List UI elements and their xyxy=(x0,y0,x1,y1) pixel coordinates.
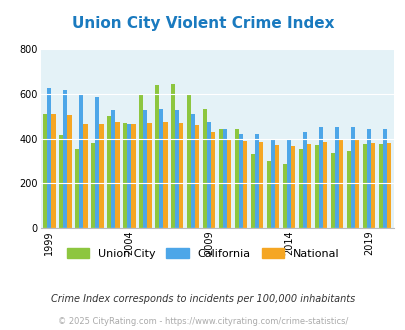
Bar xyxy=(127,124,131,228)
Bar xyxy=(298,148,302,228)
Bar xyxy=(362,144,366,228)
Bar xyxy=(63,89,67,228)
Bar xyxy=(67,115,71,228)
Bar xyxy=(83,124,87,228)
Bar xyxy=(202,109,207,228)
Bar xyxy=(163,122,167,228)
Bar xyxy=(354,140,358,228)
Bar xyxy=(234,129,239,228)
Bar xyxy=(302,132,307,228)
Bar xyxy=(370,143,374,228)
Bar xyxy=(307,144,311,228)
Text: Crime Index corresponds to incidents per 100,000 inhabitants: Crime Index corresponds to incidents per… xyxy=(51,294,354,304)
Text: Union City Violent Crime Index: Union City Violent Crime Index xyxy=(72,16,333,31)
Bar xyxy=(314,145,318,228)
Bar xyxy=(187,94,191,228)
Bar xyxy=(254,134,259,228)
Bar xyxy=(290,147,295,228)
Legend: Union City, California, National: Union City, California, National xyxy=(62,244,343,263)
Bar xyxy=(147,123,151,228)
Bar xyxy=(211,132,215,228)
Bar xyxy=(47,88,51,228)
Bar xyxy=(271,139,275,228)
Bar xyxy=(99,124,103,228)
Bar xyxy=(191,114,195,228)
Bar xyxy=(115,122,119,228)
Bar xyxy=(175,110,179,228)
Bar xyxy=(107,116,111,228)
Bar xyxy=(79,95,83,228)
Bar xyxy=(266,161,271,228)
Bar xyxy=(346,151,350,228)
Bar xyxy=(282,164,286,228)
Bar xyxy=(111,110,115,228)
Bar xyxy=(91,143,95,228)
Bar xyxy=(318,127,322,228)
Bar xyxy=(123,123,127,228)
Bar xyxy=(259,142,263,228)
Bar xyxy=(195,125,199,228)
Bar xyxy=(171,84,175,228)
Bar xyxy=(330,153,334,228)
Bar xyxy=(239,134,243,228)
Bar xyxy=(338,140,343,228)
Bar xyxy=(382,129,386,228)
Bar xyxy=(366,129,370,228)
Bar xyxy=(143,110,147,228)
Bar xyxy=(386,143,390,228)
Bar xyxy=(59,135,63,228)
Bar xyxy=(322,142,326,228)
Bar xyxy=(179,123,183,228)
Bar xyxy=(378,144,382,228)
Bar xyxy=(227,139,231,228)
Bar xyxy=(95,97,99,228)
Bar xyxy=(159,109,163,228)
Bar xyxy=(250,154,254,228)
Text: © 2025 CityRating.com - https://www.cityrating.com/crime-statistics/: © 2025 CityRating.com - https://www.city… xyxy=(58,317,347,326)
Bar xyxy=(51,114,55,228)
Bar xyxy=(334,127,338,228)
Bar xyxy=(155,85,159,228)
Bar xyxy=(275,145,279,228)
Bar xyxy=(131,124,135,228)
Bar xyxy=(139,94,143,228)
Bar xyxy=(43,114,47,228)
Bar xyxy=(75,148,79,228)
Bar xyxy=(350,127,354,228)
Bar xyxy=(286,140,290,228)
Bar xyxy=(223,129,227,228)
Bar xyxy=(218,129,223,228)
Bar xyxy=(207,122,211,228)
Bar xyxy=(243,141,247,228)
